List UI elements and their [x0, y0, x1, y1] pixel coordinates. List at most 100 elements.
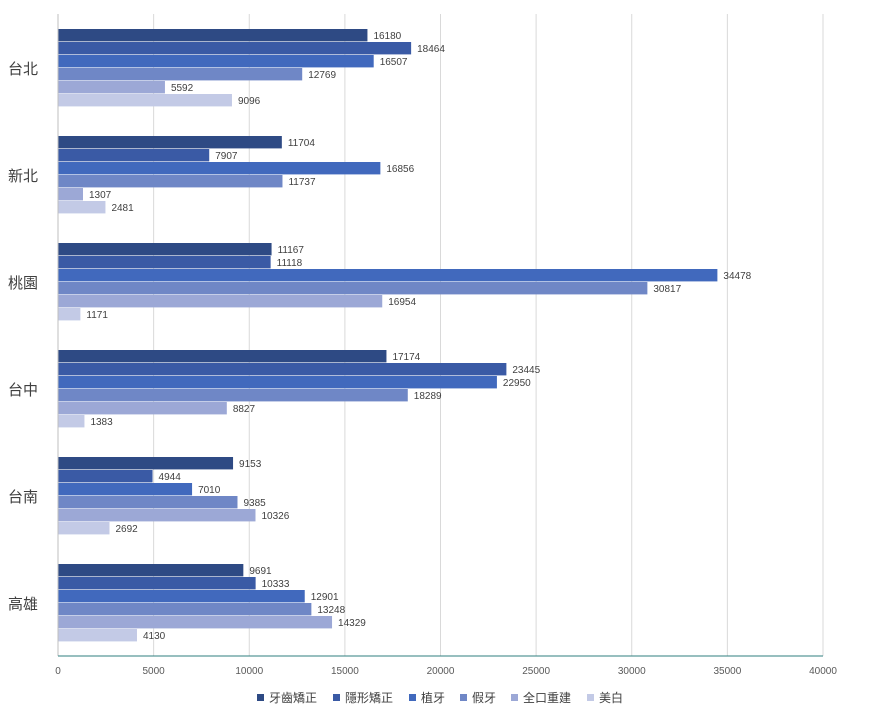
bar: [58, 162, 381, 175]
category-label: 桃園: [8, 274, 38, 292]
bar: [58, 256, 271, 269]
bar: [58, 29, 368, 42]
x-tick-label: 15000: [331, 666, 359, 677]
bar: [58, 269, 718, 282]
gridlines: [153, 14, 824, 656]
x-tick-label: 25000: [522, 666, 550, 677]
bar: [58, 350, 387, 363]
bar: [58, 629, 137, 642]
data-label: 1171: [86, 310, 108, 321]
x-tick-label: 5000: [143, 666, 166, 677]
bar: [58, 94, 232, 107]
data-label: 5592: [171, 83, 194, 94]
data-label: 12901: [311, 592, 339, 603]
data-label: 16954: [388, 297, 416, 308]
data-label: 16180: [373, 31, 401, 42]
bar: [58, 415, 85, 428]
bar: [58, 308, 81, 321]
data-label: 4130: [143, 631, 166, 642]
bar: [58, 81, 165, 94]
legend-swatch: [460, 694, 467, 701]
data-label: 22950: [503, 378, 531, 389]
bar: [58, 522, 110, 535]
bar: [58, 175, 283, 188]
bar: [58, 42, 412, 55]
data-label: 4944: [159, 472, 182, 483]
legend-swatch: [587, 694, 594, 701]
bar: [58, 483, 193, 496]
bar: [58, 188, 83, 201]
legend: 牙齒矯正 隱形矯正 植牙 假牙 全口重建 美白: [257, 690, 623, 705]
category-label: 高雄: [8, 595, 38, 613]
data-label: 16856: [386, 164, 414, 175]
bar: [58, 295, 383, 308]
data-label: 18464: [417, 44, 445, 55]
data-label: 34478: [723, 271, 751, 282]
bar: [58, 470, 153, 483]
data-label: 9691: [249, 566, 272, 577]
legend-swatch: [409, 694, 416, 701]
data-label: 23445: [512, 365, 540, 376]
bar: [58, 282, 648, 295]
legend-label: 隱形矯正: [345, 691, 393, 705]
data-label: 13248: [317, 605, 345, 616]
legend-label: 全口重建: [523, 690, 571, 705]
bar: [58, 616, 333, 629]
data-label: 11737: [288, 177, 316, 188]
bar: [58, 243, 272, 256]
data-label: 11704: [288, 138, 316, 149]
legend-label: 美白: [599, 690, 623, 705]
bar: [58, 376, 497, 389]
category-label: 台南: [8, 488, 38, 506]
legend-label: 假牙: [472, 691, 496, 705]
data-label: 10326: [261, 511, 289, 522]
bar: [58, 136, 282, 149]
x-tick-label: 40000: [809, 666, 837, 677]
legend-label: 植牙: [421, 690, 445, 705]
data-label: 9385: [243, 498, 266, 509]
data-label: 1307: [89, 190, 112, 201]
category-label: 新北: [8, 167, 38, 185]
bar: [58, 577, 256, 590]
data-label: 17174: [392, 352, 420, 363]
x-tick-label: 10000: [235, 666, 263, 677]
data-label: 7010: [198, 485, 221, 496]
data-label: 8827: [233, 404, 256, 415]
legend-swatch: [333, 694, 340, 701]
legend-swatch: [257, 694, 264, 701]
legend-swatch: [511, 694, 518, 701]
data-label: 9153: [239, 459, 262, 470]
data-label: 2481: [111, 203, 134, 214]
bar: [58, 149, 210, 162]
bar: [58, 603, 312, 616]
bar: [58, 457, 234, 470]
category-label: 台中: [8, 381, 38, 399]
x-tick-label: 0: [55, 666, 61, 677]
bar: [58, 55, 374, 68]
bar: [58, 363, 507, 376]
data-label: 18289: [414, 391, 442, 402]
legend-label: 牙齒矯正: [269, 691, 317, 705]
x-tick-label: 35000: [713, 666, 741, 677]
category-label: 台北: [8, 60, 38, 78]
bar: [58, 402, 227, 415]
axes: 0 5000 10000 15000 20000 25000 30000 35000 40000…: [8, 14, 837, 677]
bar: [58, 509, 256, 522]
bars: 16180 18464 16507 12769 5592 9096 11704 7907 168…: [58, 29, 752, 642]
bar: [58, 68, 303, 81]
data-label: 7907: [215, 151, 238, 162]
data-label: 11118: [277, 258, 303, 269]
data-label: 30817: [653, 284, 681, 295]
x-tick-label: 20000: [427, 666, 455, 677]
data-label: 14329: [338, 618, 366, 629]
bar: [58, 590, 305, 603]
data-label: 1383: [90, 417, 113, 428]
data-label: 16507: [380, 57, 408, 68]
bar: [58, 496, 238, 509]
data-label: 2692: [115, 524, 138, 535]
data-label: 11167: [278, 245, 305, 256]
data-label: 9096: [238, 96, 261, 107]
bar: [58, 389, 408, 402]
